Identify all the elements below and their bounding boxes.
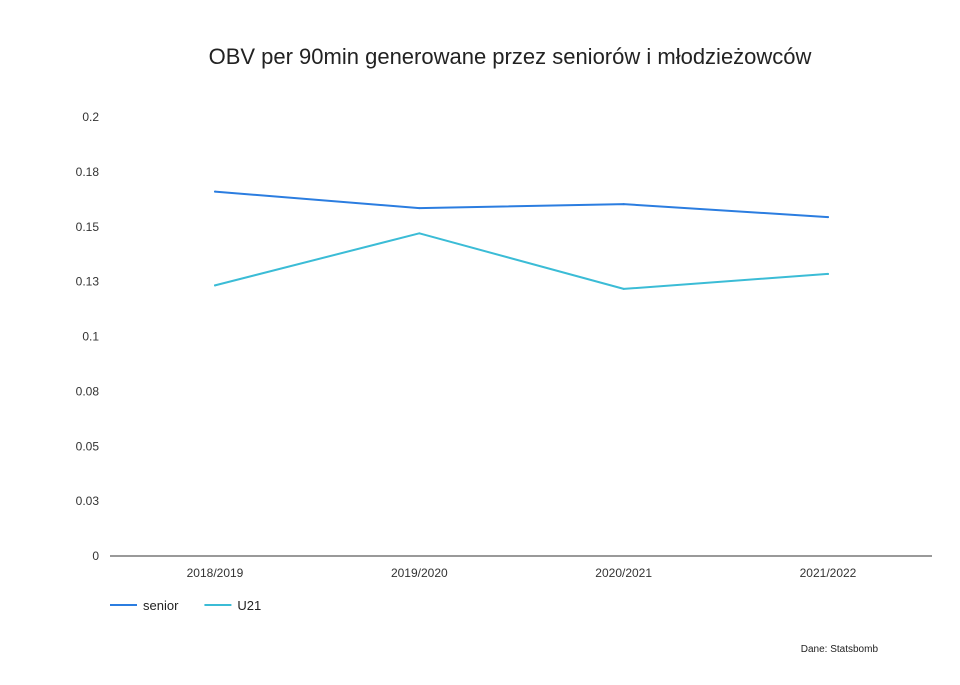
y-tick-label: 0.18 — [76, 165, 100, 179]
x-tick-label: 2019/2020 — [391, 566, 448, 580]
legend-label-senior: senior — [143, 598, 179, 613]
series-group — [214, 190, 829, 290]
legend-label-u21: U21 — [237, 598, 261, 613]
y-tick-label: 0.1 — [82, 330, 99, 344]
y-tick-label: 0.15 — [76, 220, 100, 234]
x-tick-label: 2018/2019 — [187, 566, 244, 580]
legend: senior U21 — [110, 598, 261, 613]
series-line-u21 — [214, 232, 829, 290]
x-tick-label: 2020/2021 — [595, 566, 652, 580]
y-tick-label: 0.08 — [76, 384, 100, 398]
chart-title: OBV per 90min generowane przez seniorów … — [209, 44, 812, 69]
y-tick-label: 0 — [92, 549, 99, 563]
x-tick-label: 2021/2022 — [800, 566, 857, 580]
data-point-u21 — [214, 284, 216, 287]
data-point-senior — [827, 216, 829, 219]
data-point-senior — [214, 190, 216, 193]
data-point-u21 — [827, 272, 829, 275]
y-tick-label: 0.03 — [76, 494, 100, 508]
y-axis: 0 0.03 0.05 0.08 0.1 0.13 0.15 0.18 0.2 — [76, 110, 100, 563]
series-line-senior — [214, 190, 829, 219]
source-note: Dane: Statsbomb — [801, 644, 879, 655]
data-point-senior — [622, 203, 625, 206]
y-tick-label: 0.2 — [82, 110, 99, 124]
data-point-senior — [418, 207, 421, 210]
data-point-u21 — [622, 287, 625, 290]
y-tick-label: 0.05 — [76, 439, 100, 453]
y-tick-label: 0.13 — [76, 275, 100, 289]
x-axis: 2018/2019 2019/2020 2020/2021 2021/2022 — [187, 566, 857, 580]
data-point-u21 — [418, 232, 421, 235]
